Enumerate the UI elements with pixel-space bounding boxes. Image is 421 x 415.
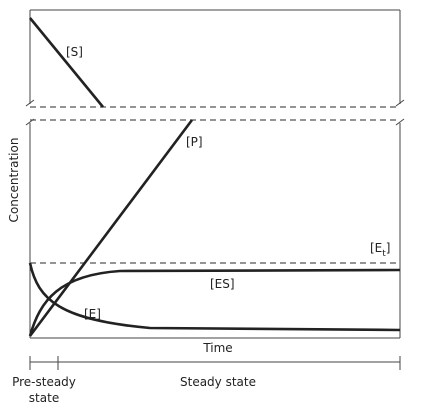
s-label: [S] — [66, 45, 83, 59]
et-label-end: ] — [386, 241, 391, 255]
et-label-main: [E — [370, 241, 382, 255]
frame — [25, 9, 405, 339]
s-curve — [28, 17, 105, 108]
es-label: [ES] — [210, 277, 235, 291]
e-curve — [28, 262, 401, 332]
plot-box — [29, 9, 401, 339]
phase-axis — [29, 356, 401, 370]
es-curve — [28, 268, 401, 337]
y-axis-label: Concentration — [7, 138, 21, 223]
et-label-sub: t — [382, 249, 386, 259]
pre-steady-label: Pre-steady — [12, 375, 76, 389]
p-label: [P] — [186, 135, 203, 149]
p-curve — [28, 119, 194, 337]
pre-steady-label: state — [29, 391, 59, 405]
et-label: [Et] — [370, 241, 390, 259]
steady-label: Steady state — [180, 375, 256, 389]
axis-break-marks — [25, 99, 405, 126]
e-label: [E] — [84, 307, 101, 321]
x-axis-label: Time — [202, 341, 232, 355]
